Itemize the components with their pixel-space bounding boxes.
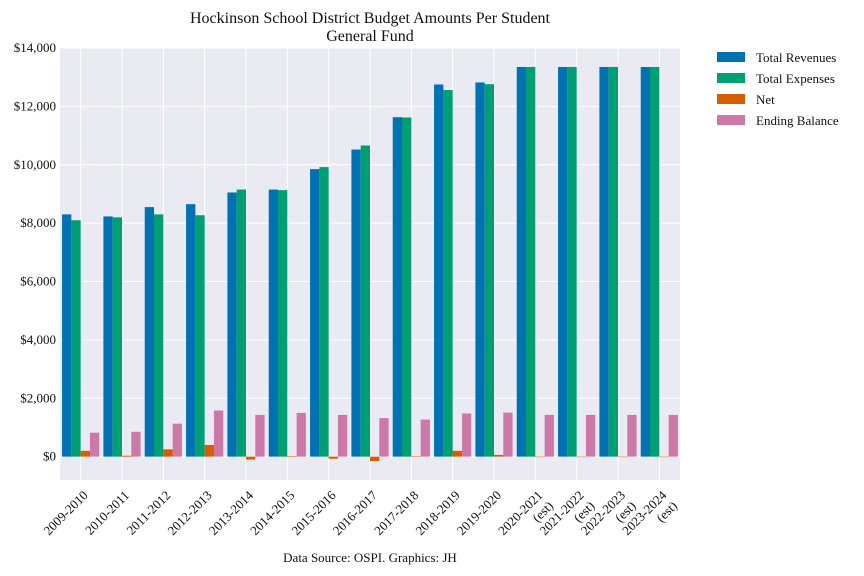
x-axis-ticks: 2009-20102010-20112011-20122012-20132013… bbox=[40, 487, 680, 548]
x-tick-label: 2009-2010 bbox=[40, 488, 90, 538]
bar-total-revenues bbox=[103, 216, 113, 457]
legend-swatch bbox=[717, 73, 745, 83]
bar-total-expenses bbox=[484, 84, 494, 457]
bar-total-expenses bbox=[278, 190, 288, 457]
y-tick-label: $0 bbox=[43, 449, 56, 464]
bar-total-expenses bbox=[154, 214, 164, 457]
x-tick-label: 2010-2011 bbox=[82, 488, 132, 538]
x-tick-label: 2012-2013 bbox=[164, 488, 214, 538]
bar-ending-balance bbox=[131, 431, 141, 457]
x-tick-label: 2023-2024(est) bbox=[619, 487, 680, 548]
bar-net bbox=[452, 450, 462, 457]
bar-total-expenses bbox=[608, 66, 618, 457]
bar-total-revenues bbox=[516, 66, 527, 457]
bar-ending-balance bbox=[544, 414, 554, 457]
bar-net bbox=[328, 456, 338, 459]
bar-net bbox=[204, 444, 214, 457]
bar-total-expenses bbox=[319, 167, 329, 457]
bar-net bbox=[494, 454, 504, 457]
bar-net bbox=[535, 456, 545, 458]
bar-total-revenues bbox=[62, 214, 72, 457]
bar-net bbox=[370, 456, 380, 462]
bar-net bbox=[80, 450, 90, 457]
bar-total-revenues bbox=[351, 149, 361, 457]
bar-total-revenues bbox=[268, 189, 279, 457]
bar-ending-balance bbox=[420, 419, 430, 457]
bar-total-revenues bbox=[640, 66, 651, 457]
legend-label: Total Expenses bbox=[756, 71, 835, 86]
bar-total-expenses bbox=[526, 66, 536, 457]
y-tick-label: $2,000 bbox=[20, 390, 56, 405]
bar-total-expenses bbox=[195, 215, 205, 457]
bar-ending-balance bbox=[668, 414, 678, 457]
bar-total-expenses bbox=[71, 220, 81, 457]
x-tick-label: 2019-2020 bbox=[454, 488, 504, 538]
data-source-note: Data Source: OSPI. Graphics: JH bbox=[283, 550, 457, 565]
y-tick-label: $14,000 bbox=[14, 40, 56, 55]
bar-ending-balance bbox=[627, 414, 637, 457]
bar-net bbox=[246, 456, 256, 460]
bar-total-expenses bbox=[112, 217, 122, 457]
bar-total-revenues bbox=[475, 82, 485, 457]
legend-swatch bbox=[717, 115, 745, 125]
bar-ending-balance bbox=[337, 414, 348, 457]
bar-total-revenues bbox=[144, 207, 155, 457]
bar-total-revenues bbox=[558, 66, 568, 457]
legend: Total Revenues Total Expenses Net Ending Ba… bbox=[717, 50, 839, 128]
bars bbox=[62, 66, 678, 462]
bar-net bbox=[576, 456, 586, 458]
bar-ending-balance bbox=[213, 410, 224, 457]
bar-ending-balance bbox=[89, 432, 100, 457]
bar-ending-balance bbox=[585, 414, 596, 457]
bar-total-revenues bbox=[599, 66, 609, 457]
bar-total-revenues bbox=[227, 192, 237, 457]
bar-total-revenues bbox=[186, 204, 196, 457]
x-tick-label: 2018-2019 bbox=[412, 488, 462, 538]
bar-net bbox=[411, 456, 421, 457]
y-tick-label: $12,000 bbox=[14, 98, 56, 113]
y-tick-label: $10,000 bbox=[14, 157, 56, 172]
bar-net bbox=[122, 455, 132, 457]
legend-label: Net bbox=[756, 92, 775, 107]
legend-swatch bbox=[717, 52, 745, 62]
bar-net bbox=[163, 449, 173, 457]
bar-total-revenues bbox=[392, 117, 403, 457]
bar-ending-balance bbox=[172, 423, 182, 457]
y-tick-label: $8,000 bbox=[20, 215, 56, 230]
legend-label: Ending Balance bbox=[756, 113, 839, 128]
y-axis-ticks: $0 $2,000 $4,000 $6,000 $8,000 $10,000 $12,000… bbox=[14, 40, 56, 464]
bar-total-expenses bbox=[402, 117, 412, 457]
bar-ending-balance bbox=[461, 413, 472, 457]
legend-swatch bbox=[717, 94, 745, 104]
y-tick-label: $4,000 bbox=[20, 332, 56, 347]
bar-total-expenses bbox=[236, 189, 246, 457]
bar-total-expenses bbox=[443, 90, 453, 457]
bar-total-expenses bbox=[650, 66, 660, 457]
chart-title: Hockinson School District Budget Amounts… bbox=[190, 10, 551, 27]
bar-total-expenses bbox=[567, 66, 577, 457]
bar-ending-balance bbox=[296, 412, 306, 457]
bar-net bbox=[659, 456, 669, 458]
bar-total-revenues bbox=[434, 84, 444, 457]
chart-subtitle: General Fund bbox=[326, 28, 414, 45]
bar-ending-balance bbox=[255, 414, 265, 457]
x-tick-label: 2014-2015 bbox=[247, 488, 297, 538]
y-tick-label: $6,000 bbox=[20, 274, 56, 289]
bar-ending-balance bbox=[379, 418, 389, 457]
bar-total-expenses bbox=[360, 145, 370, 457]
bar-total-revenues bbox=[310, 169, 320, 457]
x-tick-label: 2017-2018 bbox=[371, 488, 421, 538]
legend-label: Total Revenues bbox=[756, 50, 836, 65]
bar-ending-balance bbox=[503, 412, 513, 457]
bar-net bbox=[618, 456, 628, 458]
bar-net bbox=[287, 456, 297, 457]
